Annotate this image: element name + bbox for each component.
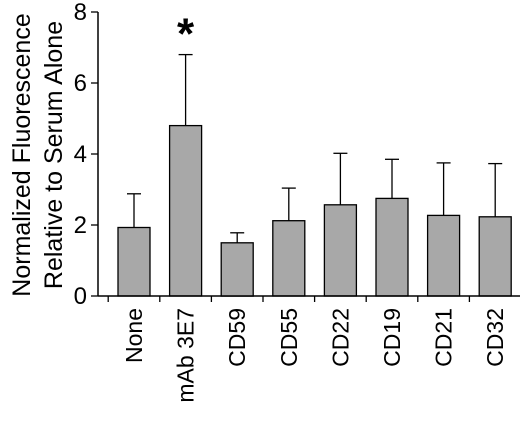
bar-cd19 bbox=[375, 197, 409, 297]
bar-cd59 bbox=[220, 242, 254, 297]
x-tick-label: CD21 bbox=[431, 308, 457, 367]
x-tick-label: CD22 bbox=[327, 308, 353, 367]
y-axis-title-line-2: Relative to Serum Alone bbox=[40, 21, 68, 289]
x-labels-group: None mAb 3E7 CD59 CD55 CD22 CD19 CD21 CD32 bbox=[121, 308, 508, 403]
significance-group: * bbox=[177, 10, 195, 59]
y-axis-title: Normalized Fluorescence Relative to Seru… bbox=[8, 13, 68, 296]
error-bars-group bbox=[127, 53, 503, 243]
y-tick-label: 8 bbox=[74, 0, 87, 26]
significance-star: * bbox=[177, 10, 195, 59]
y-ticks-group: 0 2 4 6 8 bbox=[74, 0, 98, 310]
x-tick-label: CD59 bbox=[224, 308, 250, 367]
x-tick-label: CD55 bbox=[276, 308, 302, 367]
bar-cd22 bbox=[323, 204, 358, 297]
y-tick-label: 6 bbox=[74, 70, 87, 97]
x-tick-label: None bbox=[121, 308, 147, 363]
x-tick-label: CD32 bbox=[482, 308, 508, 367]
bar-mab-3e7 bbox=[168, 124, 203, 297]
bar-cd32 bbox=[478, 216, 512, 297]
y-axis-title-line-1: Normalized Fluorescence bbox=[8, 13, 36, 296]
y-tick-label: 2 bbox=[74, 212, 87, 239]
x-tick-label: mAb 3E7 bbox=[173, 308, 199, 403]
bar-none bbox=[117, 226, 151, 297]
bar-cd55 bbox=[272, 220, 306, 297]
y-tick-label: 0 bbox=[74, 283, 87, 310]
y-tick-label: 4 bbox=[74, 141, 87, 168]
bar-cd21 bbox=[426, 214, 461, 297]
bars-group bbox=[117, 124, 512, 297]
x-tick-label: CD19 bbox=[379, 308, 405, 367]
